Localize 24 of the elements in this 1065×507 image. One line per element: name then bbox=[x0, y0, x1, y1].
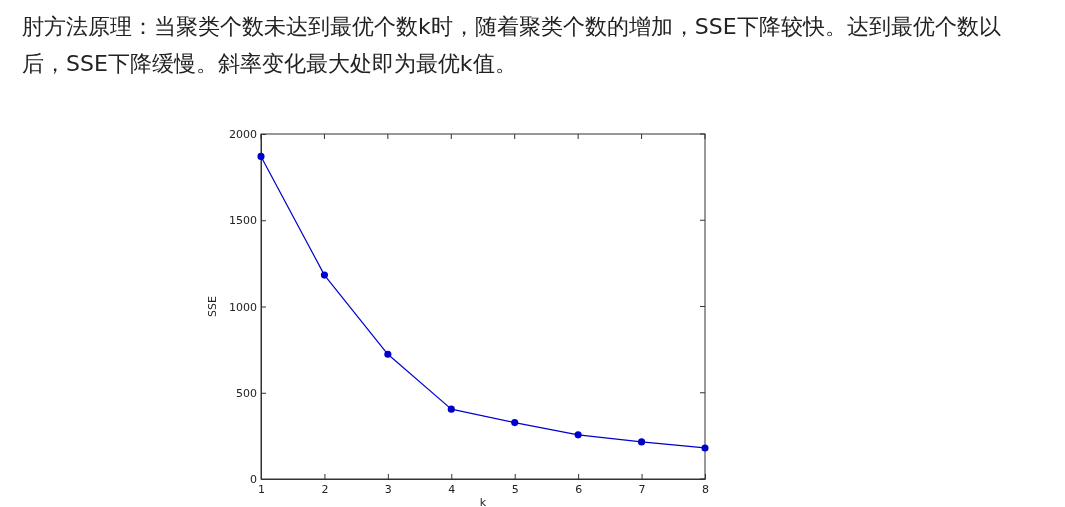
x-tick-label: 4 bbox=[448, 482, 456, 496]
x-tick-label: 2 bbox=[321, 482, 329, 496]
point bbox=[447, 405, 455, 413]
point bbox=[511, 419, 519, 427]
y-tick-label: 0 bbox=[250, 473, 257, 487]
x-tick-label: 1 bbox=[258, 482, 265, 496]
y-tick-label: 1000 bbox=[229, 300, 257, 314]
chart-title: 肘方法原理：当聚类个数未达到最优个数k时，随着聚类个数的增加，SSE下降较快。达到最优个数以后，SSE下降缓慢。斜率变化最大处即为最优k值。 bbox=[22, 13, 1002, 78]
point bbox=[701, 444, 709, 452]
point bbox=[320, 271, 328, 279]
x-axis-title: k bbox=[479, 496, 487, 507]
y-tick-label: 2000 bbox=[229, 128, 257, 142]
point bbox=[574, 431, 582, 439]
x-tick-label: 6 bbox=[575, 482, 583, 496]
point bbox=[257, 152, 265, 160]
y-tick-label: 1500 bbox=[229, 214, 257, 228]
x-tick-label: 8 bbox=[702, 482, 709, 496]
x-tick-label: 7 bbox=[638, 482, 646, 496]
y-tick-label: 500 bbox=[236, 386, 257, 400]
point bbox=[638, 438, 646, 446]
y-axis-title: SSE bbox=[206, 296, 219, 317]
x-tick-label: 3 bbox=[384, 482, 392, 496]
x-tick-label: 5 bbox=[511, 482, 519, 496]
point bbox=[384, 350, 392, 358]
